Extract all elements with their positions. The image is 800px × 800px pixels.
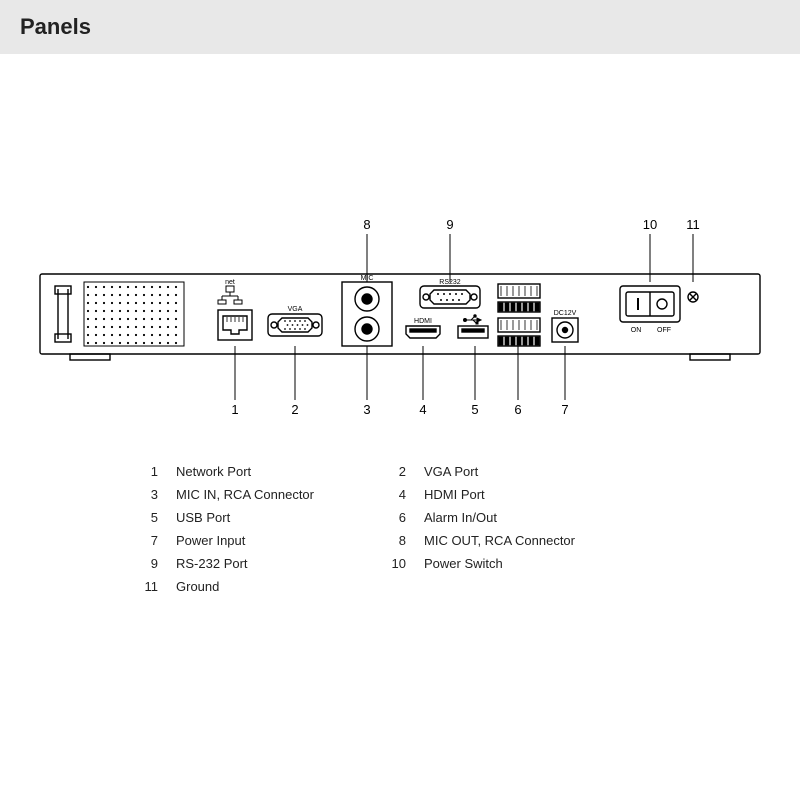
legend-label-6: Alarm In/Out <box>424 510 624 525</box>
legend-num-8: 8 <box>388 533 412 548</box>
legend-num-7: 7 <box>140 533 164 548</box>
legend-label-1: Network Port <box>176 464 376 479</box>
hdmi-port <box>406 326 440 338</box>
legend-label-3: MIC IN, RCA Connector <box>176 487 376 502</box>
legend-label-2: VGA Port <box>424 464 624 479</box>
legend-label-10: Power Switch <box>424 556 624 571</box>
legend-label-8: MIC OUT, RCA Connector <box>424 533 624 548</box>
callout-3: 3 <box>363 402 370 417</box>
legend-label-11: Ground <box>176 579 376 594</box>
mic-out-port <box>355 287 379 311</box>
legend-num-10: 10 <box>388 556 412 571</box>
alarm-io <box>498 284 540 346</box>
dc-label: DC12V <box>554 310 577 317</box>
callout-6: 6 <box>514 402 521 417</box>
callout-5: 5 <box>471 402 478 417</box>
hdmi-label: HDMI <box>414 318 432 325</box>
legend-label-5: USB Port <box>176 510 376 525</box>
mic-in-port <box>355 317 379 341</box>
callout-9: 9 <box>446 217 453 232</box>
rs232-port <box>420 286 480 308</box>
legend-label-4: HDMI Port <box>424 487 624 502</box>
vga-port <box>268 314 322 336</box>
legend-num-2: 2 <box>388 464 412 479</box>
on-label: ON <box>631 327 642 334</box>
callout-2: 2 <box>291 402 298 417</box>
legend-num-6: 6 <box>388 510 412 525</box>
off-label: OFF <box>657 327 671 334</box>
callout-7: 7 <box>561 402 568 417</box>
legend-num-5: 5 <box>140 510 164 525</box>
vga-label: VGA <box>288 306 303 313</box>
callout-4: 4 <box>419 402 426 417</box>
callout-10: 10 <box>643 217 657 232</box>
network-icon <box>218 286 242 304</box>
power-input <box>552 318 578 342</box>
usb-port <box>458 315 488 338</box>
network-port <box>218 310 252 340</box>
legend-num-11: 11 <box>140 579 164 594</box>
legend-label-9: RS-232 Port <box>176 556 376 571</box>
usb-icon <box>464 315 482 324</box>
callout-1: 1 <box>231 402 238 417</box>
ground-screw <box>688 292 698 302</box>
page-title: Panels <box>0 0 800 54</box>
legend-label-7: Power Input <box>176 533 376 548</box>
mic-panel <box>342 282 392 346</box>
power-switch <box>620 286 680 322</box>
callout-8: 8 <box>363 217 370 232</box>
legend-num-4: 4 <box>388 487 412 502</box>
net-label: net <box>225 279 235 286</box>
panel-diagram: net VGA MIC RS232 HDMI DC12V ON OFF 8910… <box>0 104 800 424</box>
callout-11: 11 <box>686 217 700 232</box>
legend-num-9: 9 <box>140 556 164 571</box>
legend-num-3: 3 <box>140 487 164 502</box>
legend-table: 1 Network Port 2 VGA Port 3 MIC IN, RCA Conne… <box>140 464 660 594</box>
legend-num-1: 1 <box>140 464 164 479</box>
